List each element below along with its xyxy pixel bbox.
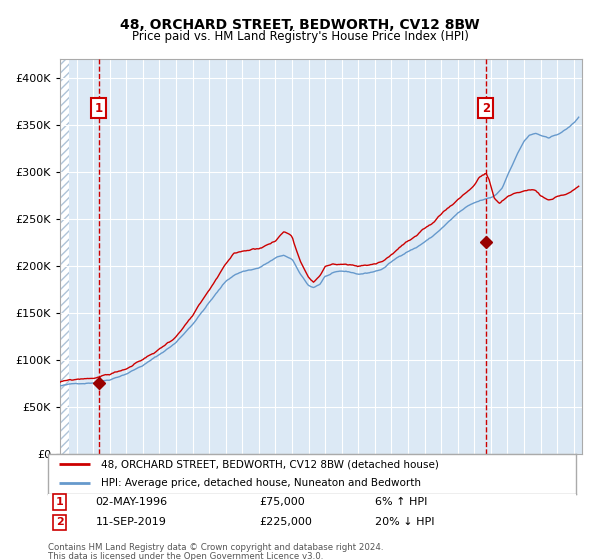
Text: 2: 2 [482,102,490,115]
Polygon shape [60,59,69,454]
Text: Price paid vs. HM Land Registry's House Price Index (HPI): Price paid vs. HM Land Registry's House … [131,30,469,43]
Text: 20% ↓ HPI: 20% ↓ HPI [376,517,435,528]
Text: This data is licensed under the Open Government Licence v3.0.: This data is licensed under the Open Gov… [48,552,323,560]
Text: 11-SEP-2019: 11-SEP-2019 [95,517,166,528]
Text: £75,000: £75,000 [259,497,305,507]
Text: 6% ↑ HPI: 6% ↑ HPI [376,497,428,507]
Text: 2: 2 [56,517,64,528]
Text: 02-MAY-1996: 02-MAY-1996 [95,497,167,507]
Text: £225,000: £225,000 [259,517,312,528]
Text: HPI: Average price, detached house, Nuneaton and Bedworth: HPI: Average price, detached house, Nune… [101,478,421,488]
Text: 48, ORCHARD STREET, BEDWORTH, CV12 8BW: 48, ORCHARD STREET, BEDWORTH, CV12 8BW [120,18,480,32]
Text: 1: 1 [95,102,103,115]
Text: 48, ORCHARD STREET, BEDWORTH, CV12 8BW (detached house): 48, ORCHARD STREET, BEDWORTH, CV12 8BW (… [101,460,439,469]
Text: 1: 1 [56,497,64,507]
Text: Contains HM Land Registry data © Crown copyright and database right 2024.: Contains HM Land Registry data © Crown c… [48,543,383,552]
